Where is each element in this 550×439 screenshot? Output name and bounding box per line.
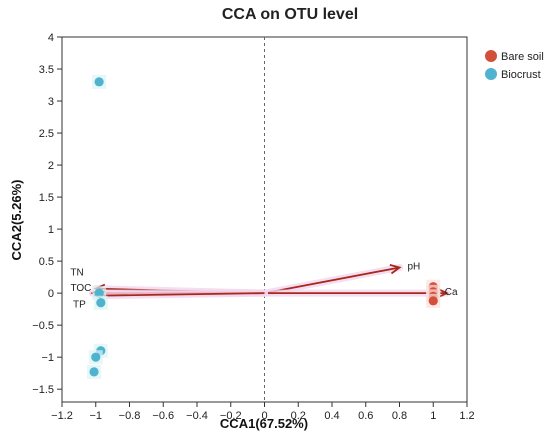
biocrust-point <box>89 367 99 377</box>
vector-group: pH Ca TN TOC TP <box>70 262 458 311</box>
vector-label-tn: TN <box>70 268 83 279</box>
y-tick-label: −1.5 <box>32 384 54 396</box>
x-tick-label: 0 <box>261 410 267 422</box>
x-tick-label: −0.8 <box>119 410 141 422</box>
y-tick-label: 1.5 <box>39 192 54 204</box>
y-tick-label: −1 <box>41 352 54 364</box>
x-tick-label: −0.2 <box>220 410 242 422</box>
y-tick-label: 1 <box>48 224 54 236</box>
y-axis-ticks: 4 3.5 3 2.5 2 1.5 1 0.5 0 −0.5 −1 −1.5 <box>32 32 62 396</box>
bare-soil-point <box>428 296 438 306</box>
y-tick-label: −0.5 <box>32 320 54 332</box>
chart-title: CCA on OTU level <box>222 6 358 23</box>
y-tick-label: 3.5 <box>39 64 54 76</box>
x-axis-label: CCA1(67.52%) <box>220 416 308 431</box>
y-tick-label: 2.5 <box>39 128 54 140</box>
x-tick-label: 1 <box>430 410 436 422</box>
x-tick-label: 1.2 <box>459 410 474 422</box>
x-tick-label: −0.6 <box>152 410 174 422</box>
vector-arrowhead <box>437 287 449 299</box>
vector-tp-arrow <box>95 292 265 297</box>
legend-label: Biocrust <box>501 69 541 81</box>
y-tick-label: 4 <box>48 32 54 44</box>
y-tick-label: 2 <box>48 160 54 172</box>
x-tick-label: 0.6 <box>358 410 373 422</box>
biocrust-point <box>91 352 101 362</box>
y-tick-label: 3 <box>48 96 54 108</box>
x-tick-label: 0.8 <box>392 410 407 422</box>
legend-marker <box>485 68 497 80</box>
x-tick-label: 0.2 <box>291 410 306 422</box>
vector-label-toc: TOC <box>70 283 91 294</box>
point-group <box>87 74 441 379</box>
vector-label-ca: Ca <box>445 287 458 298</box>
y-tick-label: 0.5 <box>39 256 54 268</box>
plot-area: pH Ca TN TOC TP <box>61 36 468 403</box>
x-tick-label: −1.2 <box>51 410 73 422</box>
biocrust-point <box>96 298 106 308</box>
legend-marker <box>485 50 497 62</box>
x-axis-ticks: −1.2 −1 −0.8 −0.6 −0.4 −0.2 0 0.2 0.4 0.6 0.8 1 1.2 <box>51 402 475 422</box>
x-tick-label: −1 <box>89 410 102 422</box>
biocrust-point <box>94 77 104 87</box>
x-tick-label: 0.4 <box>324 410 339 422</box>
y-axis-label: CCA2(5.26%) <box>9 180 24 261</box>
vector-arrowhead <box>389 264 402 275</box>
vector-label-ph: pH <box>408 262 421 273</box>
x-tick-label: −0.4 <box>186 410 208 422</box>
y-tick-label: 0 <box>48 288 54 300</box>
legend: Bare soil Biocrust <box>485 50 544 81</box>
vector-ph-arrow <box>264 266 400 295</box>
biocrust-point <box>94 288 104 298</box>
legend-label: Bare soil <box>501 51 544 63</box>
vector-label-tp: TP <box>73 300 86 311</box>
